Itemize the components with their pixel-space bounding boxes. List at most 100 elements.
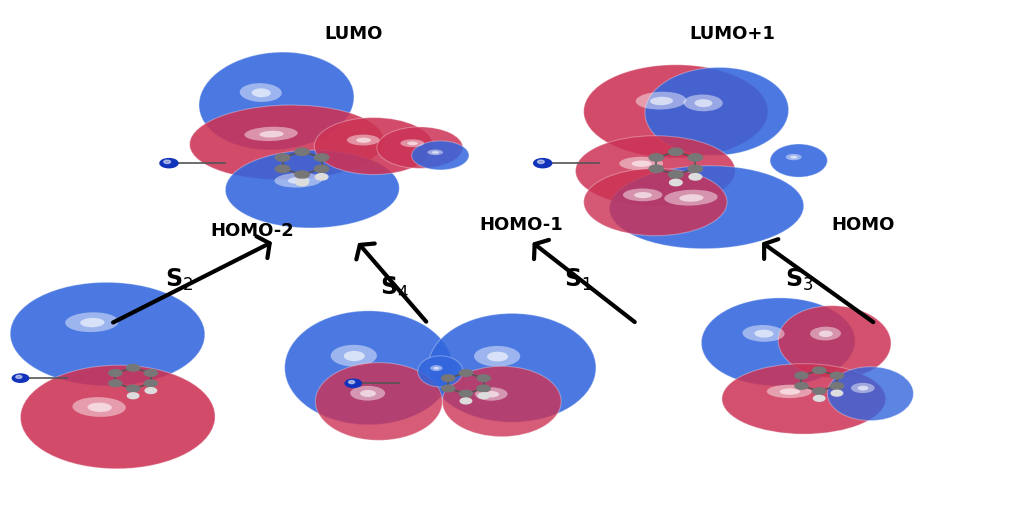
Ellipse shape	[430, 365, 442, 371]
Circle shape	[314, 165, 329, 172]
Circle shape	[670, 179, 682, 186]
Ellipse shape	[819, 330, 833, 337]
Ellipse shape	[584, 168, 727, 236]
Ellipse shape	[634, 192, 652, 198]
Ellipse shape	[225, 150, 399, 228]
Ellipse shape	[645, 67, 788, 155]
Circle shape	[460, 391, 472, 397]
Circle shape	[477, 375, 490, 381]
Circle shape	[164, 160, 171, 164]
Ellipse shape	[742, 325, 784, 342]
Text: HOMO: HOMO	[831, 217, 895, 234]
Ellipse shape	[315, 363, 442, 440]
Circle shape	[649, 154, 664, 161]
Circle shape	[109, 370, 122, 376]
Circle shape	[460, 370, 472, 376]
Circle shape	[649, 165, 664, 172]
Circle shape	[813, 395, 825, 401]
Circle shape	[669, 148, 683, 155]
Ellipse shape	[418, 356, 463, 387]
Text: LUMO: LUMO	[324, 25, 383, 42]
Ellipse shape	[636, 92, 686, 109]
Ellipse shape	[484, 391, 499, 397]
Ellipse shape	[487, 352, 508, 362]
Circle shape	[688, 154, 702, 161]
Circle shape	[295, 171, 309, 178]
Circle shape	[441, 375, 455, 381]
Ellipse shape	[701, 298, 855, 386]
Circle shape	[478, 393, 489, 399]
Circle shape	[345, 379, 361, 387]
Text: S$_4$: S$_4$	[380, 275, 409, 300]
Ellipse shape	[575, 136, 735, 206]
Text: LUMO+1: LUMO+1	[689, 25, 775, 42]
Circle shape	[144, 380, 158, 386]
Circle shape	[813, 388, 825, 394]
Ellipse shape	[650, 97, 673, 105]
Ellipse shape	[10, 282, 205, 386]
Circle shape	[295, 148, 309, 155]
Ellipse shape	[66, 312, 119, 332]
Circle shape	[795, 372, 808, 379]
Ellipse shape	[344, 351, 365, 361]
Circle shape	[669, 171, 683, 178]
Circle shape	[144, 370, 158, 376]
Circle shape	[795, 383, 808, 389]
Ellipse shape	[240, 83, 282, 102]
Circle shape	[830, 383, 844, 389]
Ellipse shape	[785, 154, 802, 160]
Ellipse shape	[400, 139, 424, 147]
Ellipse shape	[755, 329, 773, 338]
Circle shape	[296, 179, 308, 186]
Text: S$_2$: S$_2$	[165, 267, 194, 293]
Ellipse shape	[288, 177, 309, 184]
Circle shape	[813, 367, 825, 373]
Text: S$_3$: S$_3$	[784, 267, 813, 293]
Ellipse shape	[412, 141, 469, 170]
Circle shape	[127, 365, 139, 371]
Ellipse shape	[665, 190, 718, 206]
Ellipse shape	[584, 65, 768, 158]
Circle shape	[127, 393, 139, 399]
Ellipse shape	[377, 127, 463, 168]
Ellipse shape	[427, 150, 443, 155]
Ellipse shape	[858, 386, 868, 391]
Ellipse shape	[314, 118, 433, 175]
Circle shape	[441, 385, 455, 392]
Ellipse shape	[851, 383, 874, 393]
Ellipse shape	[189, 105, 384, 180]
Circle shape	[127, 385, 139, 392]
Circle shape	[314, 154, 329, 161]
Ellipse shape	[623, 189, 663, 202]
Ellipse shape	[810, 327, 841, 340]
Ellipse shape	[87, 402, 112, 412]
Ellipse shape	[428, 313, 596, 422]
Circle shape	[688, 165, 702, 172]
Circle shape	[538, 160, 545, 164]
Ellipse shape	[770, 144, 827, 177]
Ellipse shape	[432, 151, 439, 154]
Ellipse shape	[694, 99, 713, 107]
Circle shape	[12, 374, 29, 382]
Circle shape	[275, 154, 290, 161]
Ellipse shape	[442, 366, 561, 437]
Circle shape	[477, 385, 490, 392]
Ellipse shape	[245, 127, 298, 141]
Ellipse shape	[778, 306, 891, 378]
Ellipse shape	[683, 94, 723, 111]
Ellipse shape	[73, 397, 126, 417]
Text: HOMO-1: HOMO-1	[479, 217, 563, 234]
Ellipse shape	[433, 367, 439, 370]
Ellipse shape	[347, 135, 380, 146]
Ellipse shape	[360, 390, 376, 397]
Ellipse shape	[199, 52, 354, 150]
Circle shape	[275, 165, 290, 172]
Circle shape	[109, 380, 122, 386]
Text: HOMO-2: HOMO-2	[210, 222, 294, 239]
Ellipse shape	[252, 89, 270, 97]
Ellipse shape	[827, 367, 913, 421]
Ellipse shape	[274, 172, 323, 188]
Ellipse shape	[779, 388, 800, 395]
Circle shape	[15, 376, 22, 379]
Ellipse shape	[259, 131, 284, 137]
